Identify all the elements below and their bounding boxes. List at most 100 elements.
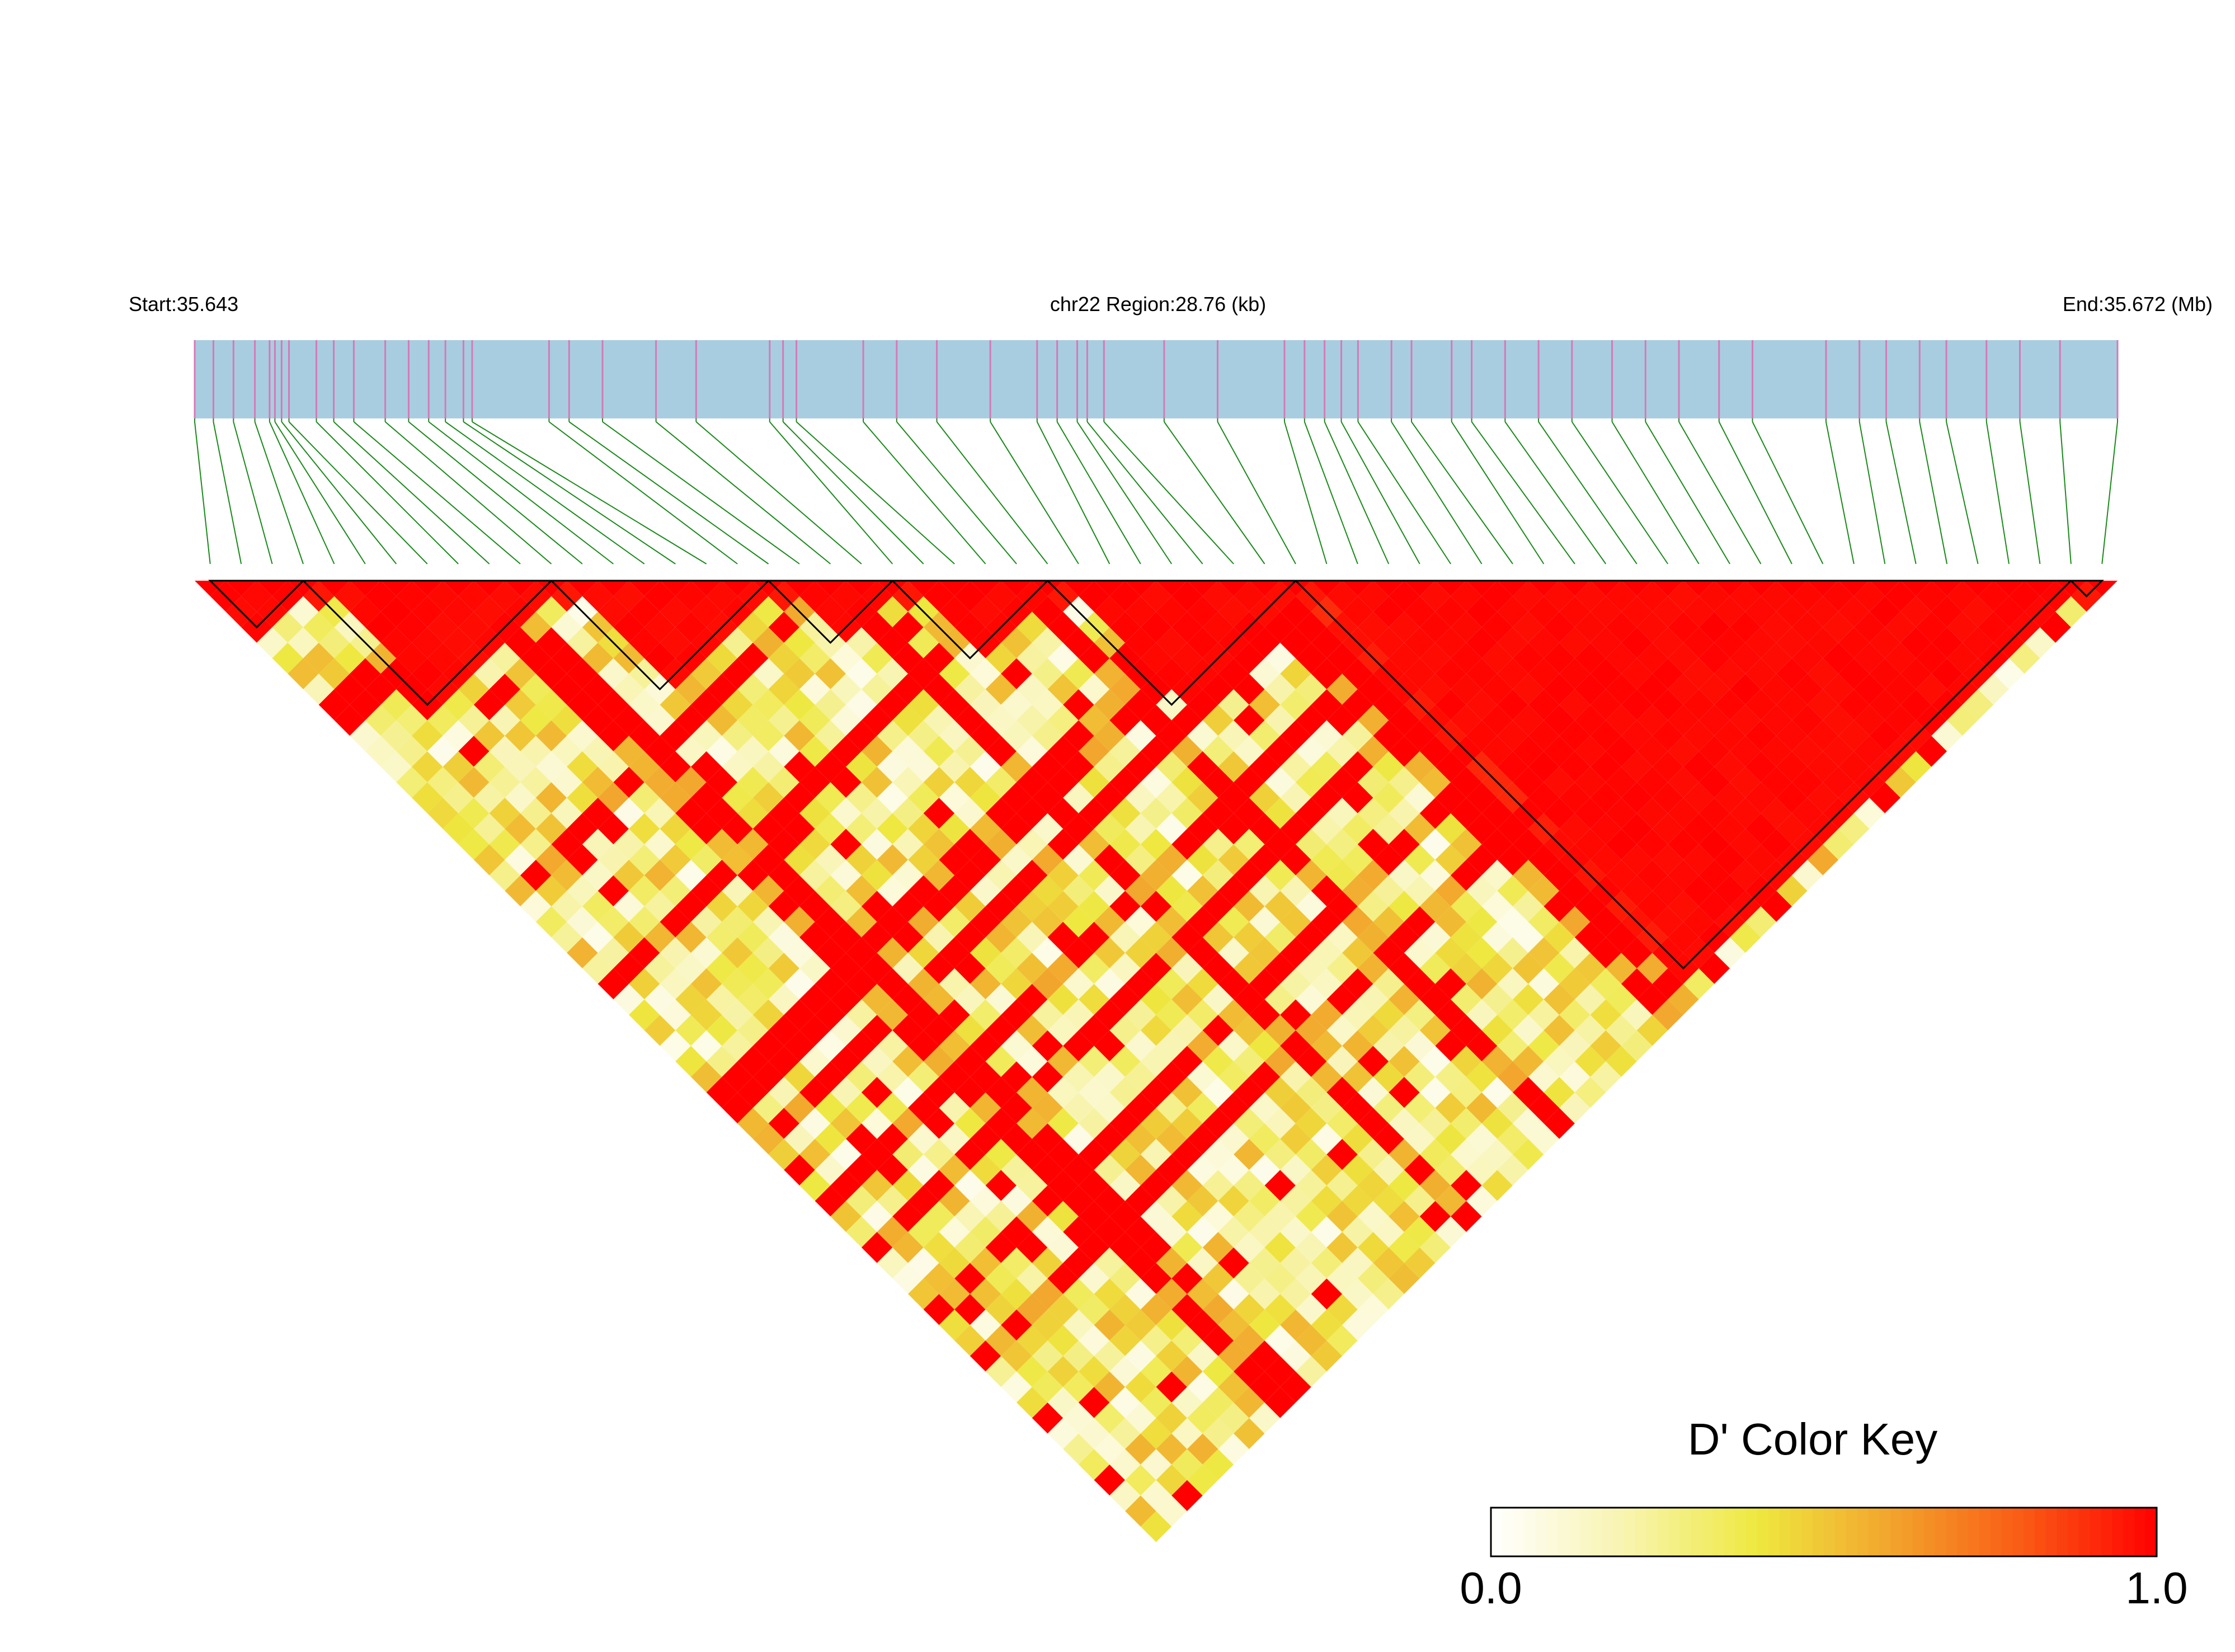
ld-cell	[1636, 891, 1668, 922]
ld-cell	[1497, 844, 1528, 876]
color-key-cell	[1790, 1508, 1802, 1556]
ld-cell	[1156, 720, 1187, 751]
ld-cell	[830, 1046, 862, 1077]
snp-top-cell	[567, 581, 598, 596]
ld-cell	[1125, 1030, 1156, 1062]
region-end-label: End:35.672 (Mb)	[2063, 293, 2213, 316]
ld-cell	[1171, 1108, 1203, 1139]
ld-cell	[1807, 751, 1839, 783]
ld-cell	[737, 891, 769, 922]
snp-top-cell	[1807, 581, 1839, 596]
ld-cell	[1357, 1077, 1389, 1108]
ld-cell	[1125, 1185, 1156, 1217]
ld-cell	[1698, 674, 1730, 705]
snp-top-cell	[1032, 581, 1064, 596]
ld-cell	[846, 720, 877, 751]
ld-cell	[505, 844, 536, 876]
snp-connector-line	[1164, 421, 1265, 564]
ld-cell	[365, 704, 397, 736]
ld-cell	[1606, 1015, 1637, 1046]
ld-cell	[1791, 736, 1823, 767]
ld-cell	[535, 906, 567, 938]
ld-cell	[1544, 983, 1575, 1015]
ld-cell	[1389, 983, 1420, 1015]
ld-cell	[1280, 1216, 1311, 1248]
ld-cell	[1218, 1123, 1249, 1155]
ld-cell	[1528, 937, 1560, 968]
ld-cell	[443, 689, 474, 721]
ld-cell	[815, 782, 846, 813]
ld-cell	[1714, 689, 1745, 721]
ld-cell	[1264, 1201, 1296, 1232]
ld-cell	[660, 720, 691, 751]
color-key-cell	[1568, 1508, 1580, 1556]
color-key-cell	[1735, 1508, 1747, 1556]
region-title: chr22 Region:28.76 (kb)	[1050, 293, 1266, 316]
ld-cell	[1683, 844, 1715, 876]
ld-cell	[1559, 596, 1591, 628]
ld-cell	[1094, 658, 1126, 689]
ld-cell	[1451, 581, 1482, 612]
ld-cell	[1435, 875, 1466, 907]
color-key-cell	[1502, 1508, 1514, 1556]
ld-cell	[1234, 1138, 1265, 1170]
ld-cell	[1280, 999, 1311, 1030]
ld-cell	[1621, 627, 1653, 658]
ld-cell	[1296, 1263, 1327, 1294]
ld-cell	[1234, 1108, 1265, 1139]
snp-top-cell	[1745, 581, 1777, 596]
ld-cell	[908, 968, 939, 1000]
ld-cell	[815, 875, 846, 907]
ld-cell	[1326, 953, 1358, 984]
ld-cell	[1156, 813, 1187, 845]
color-key-cell	[2134, 1508, 2146, 1556]
ld-cell	[861, 1138, 893, 1170]
ld-cell	[1171, 1480, 1203, 1512]
ld-cell	[1140, 1015, 1172, 1046]
snp-top-cell	[380, 581, 412, 596]
ld-cell	[752, 751, 784, 783]
ld-cell	[644, 921, 676, 953]
ld-cell	[1264, 1077, 1296, 1108]
ld-cell	[861, 642, 893, 674]
ld-cell	[908, 1092, 939, 1124]
ld-cell	[1389, 1015, 1420, 1046]
ld-cell	[830, 674, 862, 705]
ld-cell	[1791, 642, 1823, 674]
ld-cell	[1466, 1030, 1498, 1062]
snp-top-cell	[1156, 581, 1187, 596]
ld-cell	[1714, 844, 1745, 876]
ld-cell	[1171, 1356, 1203, 1387]
ld-cell	[784, 782, 815, 813]
snp-top-cell	[597, 581, 629, 596]
snp-connector-line	[1571, 421, 1669, 564]
snp-top-cell	[1838, 581, 1870, 596]
ld-cell	[923, 859, 955, 891]
ld-cell	[1094, 1247, 1126, 1279]
color-key-cell	[1657, 1508, 1669, 1556]
ld-cell	[1109, 1015, 1141, 1046]
ld-cell	[1125, 751, 1156, 783]
ld-cell	[1838, 751, 1870, 783]
ld-cell	[1466, 999, 1498, 1030]
ld-cell	[1451, 1170, 1482, 1201]
ld-cell	[892, 1046, 924, 1077]
ld-cell	[1094, 999, 1126, 1030]
ld-cell	[535, 627, 567, 658]
ld-cell	[1373, 596, 1404, 628]
ld-cell	[473, 658, 505, 689]
ld-cell	[567, 813, 598, 845]
ld-cell	[939, 720, 970, 751]
ld-cell	[644, 891, 676, 922]
ld-cell	[1544, 766, 1575, 798]
ld-cell	[1296, 611, 1327, 643]
ld-cell	[1218, 1030, 1249, 1062]
ld-cell	[784, 1154, 815, 1185]
ld-cell	[1389, 611, 1420, 643]
ld-cell	[1761, 829, 1792, 860]
ld-cell	[1109, 674, 1141, 705]
ld-cell	[737, 611, 769, 643]
ld-cell	[1528, 1030, 1560, 1062]
ld-cell	[846, 658, 877, 689]
ld-cell	[939, 689, 970, 721]
